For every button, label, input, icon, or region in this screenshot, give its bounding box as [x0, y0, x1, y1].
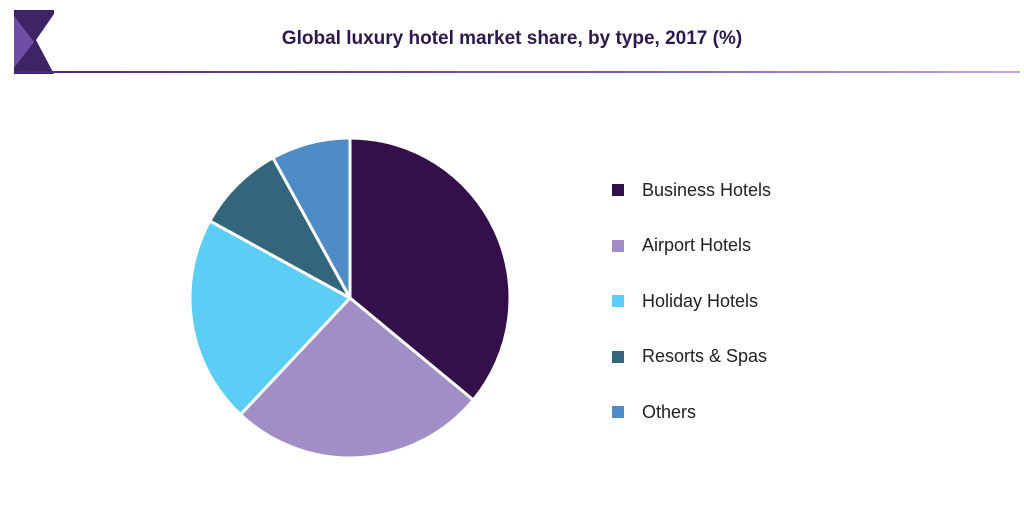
title-divider [14, 71, 1020, 73]
legend-label: Airport Hotels [642, 235, 752, 255]
legend-item: Resorts & Spas [612, 343, 771, 371]
legend-swatch [612, 239, 624, 252]
legend-item: Airport Hotels [612, 232, 771, 260]
legend-swatch [612, 406, 624, 418]
legend-label: Business Hotels [642, 179, 772, 200]
logo-light-shape [14, 16, 34, 68]
brand-logo [14, 10, 54, 74]
chart-legend: Business Hotels Airport Hotels Holiday Hot… [612, 176, 771, 454]
legend-item: Business Hotels [612, 176, 771, 204]
pie-slice-resorts-spas [208, 156, 352, 300]
legend-swatch [612, 295, 624, 307]
chart-title: Global luxury hotel market share, by typ… [281, 28, 743, 49]
legend-swatch [612, 350, 624, 363]
pie-slice-others [271, 136, 352, 300]
pie-slice-airport-hotels [238, 296, 475, 460]
legend-label: Others [642, 401, 697, 422]
legend-item: Others [612, 398, 771, 426]
legend-label: Holiday Hotels [642, 290, 759, 311]
legend-item: Holiday Hotels [612, 287, 771, 315]
pie-slice-business-hotels [348, 136, 512, 402]
pie-slice-holiday-hotels [188, 219, 352, 417]
pie-chart [188, 136, 512, 460]
legend-swatch [612, 184, 624, 196]
legend-label: Resorts & Spas [642, 346, 768, 366]
